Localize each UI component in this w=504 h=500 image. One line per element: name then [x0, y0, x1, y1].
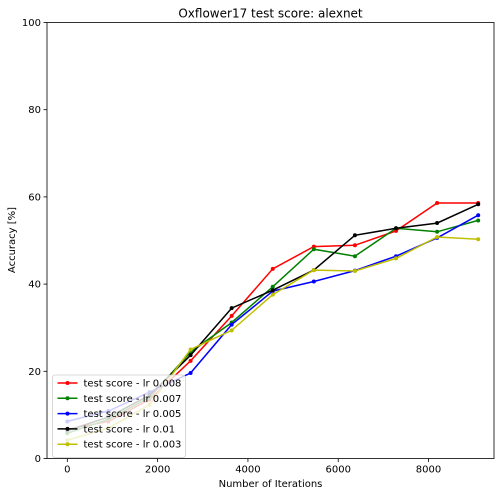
x-axis-label: Number of Iterations — [219, 479, 323, 490]
axis-ticks: 0 2000 4000 6000 8000 0 20 40 60 80 100 — [22, 18, 441, 476]
chart-title: Oxflower17 test score: alexnet — [178, 7, 363, 21]
y-tick-label: 80 — [28, 105, 41, 116]
data-point — [188, 358, 193, 363]
legend-label: test score - lr 0.005 — [84, 409, 182, 420]
legend-box — [52, 374, 186, 458]
data-point — [311, 268, 316, 273]
data-point — [270, 292, 275, 297]
data-point — [394, 226, 399, 231]
data-point — [352, 233, 357, 238]
data-point — [229, 322, 234, 327]
legend-marker — [65, 381, 70, 385]
data-point — [394, 256, 399, 261]
x-tick-label: 8000 — [416, 465, 441, 476]
data-point — [352, 269, 357, 274]
data-point — [229, 328, 234, 333]
data-point — [435, 201, 440, 206]
data-point — [270, 266, 275, 271]
data-point — [311, 247, 316, 252]
data-point — [229, 306, 234, 311]
legend-marker — [65, 426, 70, 431]
data-point — [188, 353, 193, 358]
y-axis-label: Accuracy [%] — [7, 207, 18, 273]
y-tick-label: 0 — [35, 454, 41, 465]
data-point — [352, 243, 357, 248]
plot-frame — [46, 22, 495, 459]
x-tick-label: 4000 — [235, 465, 260, 476]
data-point — [435, 229, 440, 234]
y-tick-label: 100 — [22, 18, 41, 29]
data-point — [229, 313, 234, 318]
y-tick-label: 60 — [28, 192, 41, 203]
legend-marker — [65, 442, 70, 447]
data-point — [476, 218, 481, 223]
y-tick-label: 40 — [28, 280, 41, 291]
legend-label: test score - lr 0.008 — [84, 379, 182, 390]
legend: test score - lr 0.008 test score - lr 0.0… — [52, 374, 186, 458]
y-tick-label: 20 — [28, 367, 41, 378]
legend-marker — [65, 411, 70, 416]
data-point — [311, 279, 316, 284]
data-point — [270, 284, 275, 289]
data-point — [476, 237, 481, 242]
data-point — [435, 235, 440, 240]
data-point — [188, 371, 193, 376]
data-point — [188, 347, 193, 352]
data-point — [476, 202, 481, 207]
data-point — [270, 288, 275, 293]
data-point — [352, 254, 357, 259]
legend-label: test score - lr 0.003 — [84, 440, 182, 451]
x-tick-label: 0 — [64, 465, 70, 476]
legend-label: test score - lr 0.007 — [84, 394, 182, 405]
x-tick-label: 2000 — [145, 465, 170, 476]
data-point — [435, 221, 440, 226]
legend-label: test score - lr 0.01 — [84, 424, 176, 435]
legend-marker — [65, 396, 70, 401]
x-tick-label: 6000 — [326, 465, 351, 476]
data-point — [476, 213, 481, 218]
